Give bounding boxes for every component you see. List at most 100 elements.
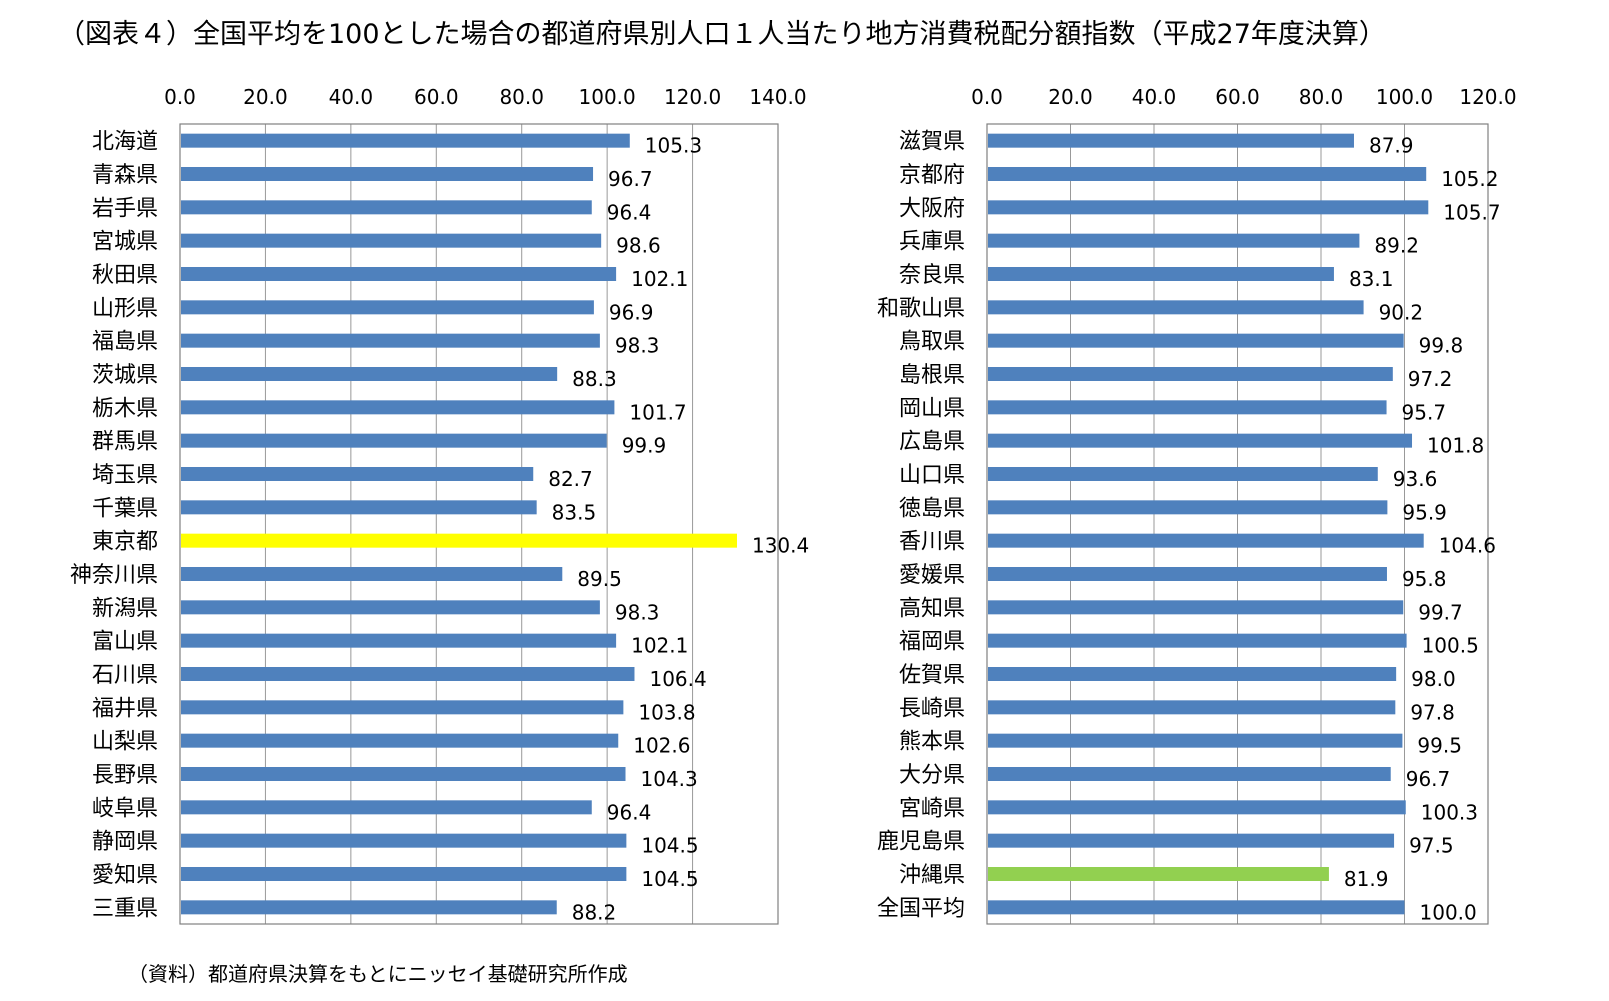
data-label: 90.2 bbox=[1379, 300, 1424, 324]
data-label: 105.7 bbox=[1443, 200, 1500, 224]
bar bbox=[181, 467, 534, 481]
data-label: 99.8 bbox=[1419, 334, 1464, 358]
x-tick-label: 40.0 bbox=[329, 85, 374, 109]
bar bbox=[988, 667, 1397, 681]
category-label: 新潟県 bbox=[92, 596, 158, 621]
data-label: 89.5 bbox=[577, 567, 622, 591]
bar bbox=[181, 633, 617, 648]
data-label: 98.0 bbox=[1411, 667, 1456, 691]
bar bbox=[988, 400, 1387, 415]
data-label: 96.7 bbox=[1406, 767, 1451, 791]
bar bbox=[988, 333, 1404, 348]
x-tick-label: 20.0 bbox=[243, 85, 288, 109]
category-label: 鹿児島県 bbox=[877, 830, 965, 855]
category-label: 長野県 bbox=[92, 763, 158, 788]
category-label: 静岡県 bbox=[92, 830, 158, 855]
data-label: 88.2 bbox=[572, 900, 617, 924]
bar bbox=[988, 167, 1427, 181]
x-tick-label: 40.0 bbox=[1132, 85, 1177, 109]
category-label: 高知県 bbox=[899, 596, 965, 621]
data-label: 82.7 bbox=[548, 467, 593, 491]
x-tick-label: 60.0 bbox=[414, 85, 459, 109]
category-label: 大阪府 bbox=[899, 196, 965, 221]
category-label: 熊本県 bbox=[899, 730, 965, 755]
data-label: 105.3 bbox=[645, 134, 702, 158]
bar bbox=[988, 133, 1354, 148]
bar bbox=[988, 367, 1393, 381]
category-label: 北海道 bbox=[92, 130, 158, 155]
x-tick-label: 0.0 bbox=[164, 85, 196, 109]
data-label: 105.2 bbox=[1441, 167, 1498, 191]
bar bbox=[988, 733, 1403, 748]
chart-title: （図表４）全国平均を100とした場合の都道府県別人口１人当たり地方消費税配分額指… bbox=[58, 19, 1386, 50]
data-label: 104.5 bbox=[641, 834, 698, 858]
data-label: 102.1 bbox=[631, 634, 688, 658]
bar bbox=[988, 567, 1387, 581]
bar bbox=[181, 800, 592, 815]
bar bbox=[988, 833, 1395, 848]
category-label: 京都府 bbox=[899, 163, 965, 188]
category-label: 和歌山県 bbox=[877, 296, 965, 321]
x-tick-label: 0.0 bbox=[971, 85, 1003, 109]
data-label: 100.3 bbox=[1421, 800, 1478, 824]
data-label: 100.5 bbox=[1422, 634, 1479, 658]
data-label: 83.5 bbox=[552, 500, 597, 524]
bar bbox=[988, 767, 1391, 781]
category-label: 愛知県 bbox=[92, 863, 158, 888]
bar bbox=[988, 467, 1378, 481]
data-label: 93.6 bbox=[1393, 467, 1438, 491]
bar bbox=[181, 867, 627, 881]
x-tick-label: 80.0 bbox=[1299, 85, 1344, 109]
category-label: 福島県 bbox=[92, 330, 158, 355]
category-label: 秋田県 bbox=[92, 263, 158, 288]
category-label: 佐賀県 bbox=[899, 663, 965, 688]
category-label: 沖縄県 bbox=[899, 863, 965, 888]
data-label: 98.3 bbox=[615, 600, 660, 624]
data-label: 96.7 bbox=[608, 167, 653, 191]
bar bbox=[181, 300, 594, 315]
category-label: 石川県 bbox=[92, 663, 158, 688]
bar bbox=[988, 633, 1407, 648]
bar bbox=[181, 400, 615, 415]
x-tick-label: 20.0 bbox=[1048, 85, 1093, 109]
bar bbox=[181, 767, 626, 781]
category-label: 三重県 bbox=[92, 896, 158, 921]
bar bbox=[988, 433, 1413, 448]
bar bbox=[181, 233, 602, 248]
category-label: 香川県 bbox=[899, 530, 965, 555]
category-label: 茨城県 bbox=[92, 363, 158, 388]
bar bbox=[181, 733, 619, 748]
bar bbox=[988, 267, 1334, 281]
category-label: 岡山県 bbox=[899, 396, 965, 421]
category-label: 岐阜県 bbox=[92, 796, 158, 821]
x-tick-label: 80.0 bbox=[499, 85, 544, 109]
bar bbox=[988, 233, 1360, 248]
bar bbox=[181, 567, 563, 581]
x-tick-label: 120.0 bbox=[664, 85, 721, 109]
data-label: 99.9 bbox=[622, 434, 667, 458]
data-label: 104.5 bbox=[641, 867, 698, 891]
bar bbox=[181, 367, 558, 381]
category-label: 全国平均 bbox=[877, 896, 965, 921]
data-label: 102.6 bbox=[633, 734, 690, 758]
bar bbox=[181, 433, 607, 448]
bar bbox=[181, 667, 635, 681]
category-label: 長崎県 bbox=[899, 696, 965, 721]
bar bbox=[988, 300, 1364, 315]
category-label: 青森県 bbox=[92, 163, 158, 188]
category-label: 埼玉県 bbox=[92, 463, 158, 488]
data-label: 95.7 bbox=[1402, 400, 1447, 424]
category-label: 東京都 bbox=[92, 530, 158, 555]
bar bbox=[181, 333, 600, 348]
data-label: 87.9 bbox=[1369, 134, 1414, 158]
plot-area-border bbox=[986, 123, 1489, 925]
bar bbox=[181, 833, 627, 848]
data-label: 95.8 bbox=[1402, 567, 1447, 591]
category-label: 神奈川県 bbox=[70, 563, 158, 588]
bar bbox=[988, 867, 1329, 881]
category-label: 愛媛県 bbox=[899, 563, 965, 588]
data-label: 89.2 bbox=[1374, 234, 1419, 258]
bar bbox=[988, 500, 1388, 515]
